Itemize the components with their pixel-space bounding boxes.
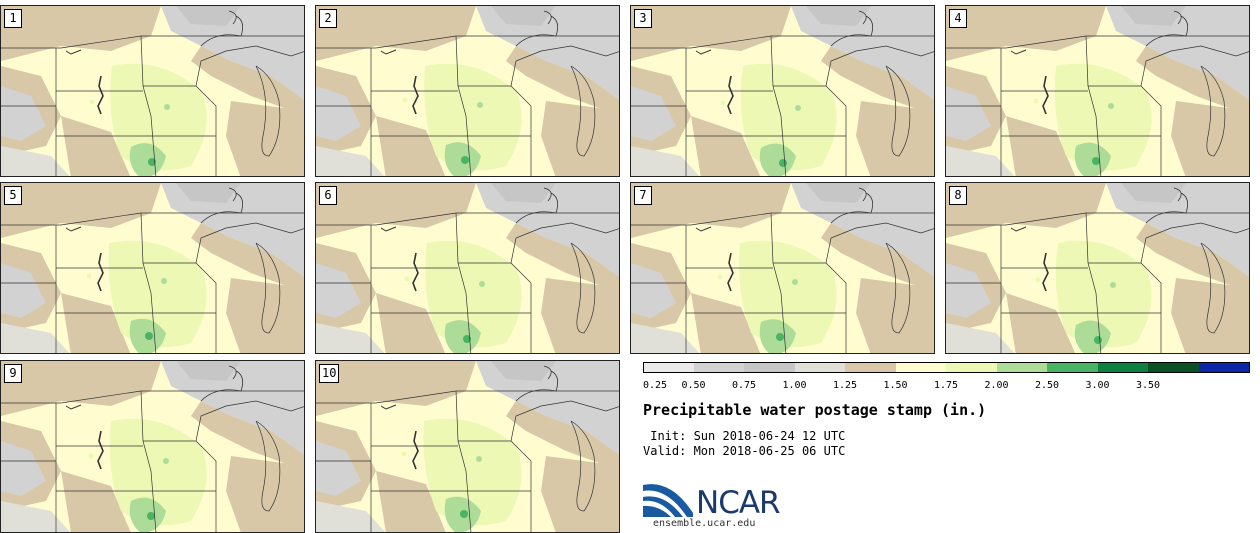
- colorbar-tick-label: 2.50: [1034, 380, 1060, 391]
- colorbar-segment: [895, 362, 947, 373]
- map-panel-4: 4: [945, 5, 1250, 177]
- panel-number: 2: [319, 9, 337, 28]
- panel-number: 4: [949, 9, 967, 28]
- map-panel-8: 8: [945, 182, 1250, 354]
- map-panel-3: 3: [630, 5, 935, 177]
- ncar-logo: [643, 477, 793, 517]
- panel-number: 5: [4, 186, 22, 205]
- panel-number: 9: [4, 364, 22, 383]
- panel-number: 7: [634, 186, 652, 205]
- colorbar-segment: [744, 362, 795, 373]
- panel-number: 10: [319, 364, 340, 383]
- logo-wordmark: NCAR: [696, 485, 781, 521]
- colorbar-tick-label: 3.00: [1085, 380, 1110, 391]
- panel-number: 6: [319, 186, 337, 205]
- map-panel-2: 2: [315, 5, 620, 177]
- colorbar-segment: [643, 362, 694, 373]
- map-panel-9: 9: [0, 360, 305, 533]
- colorbar-tick-label: 0.50: [681, 380, 706, 391]
- map-panel-5: 5: [0, 182, 305, 354]
- colorbar-tick-label: 3.50: [1135, 380, 1161, 391]
- colorbar-tick-label: 0.25: [643, 380, 668, 391]
- map-panel-6: 6: [315, 182, 620, 354]
- map-panel-7: 7: [630, 182, 935, 354]
- map-panel-1: 1: [0, 5, 305, 177]
- colorbar-segment: [946, 362, 997, 373]
- colorbar-segment: [1198, 362, 1250, 373]
- colorbar-tick-label: 2.00: [984, 380, 1009, 391]
- colorbar-segment: [1097, 362, 1149, 373]
- colorbar-segment: [693, 362, 745, 373]
- colorbar-segment: [996, 362, 1048, 373]
- logo-url: ensemble.ucar.edu: [653, 518, 756, 529]
- colorbar-segment: [845, 362, 896, 373]
- colorbar: [643, 362, 1250, 374]
- colorbar-segment: [1047, 362, 1098, 373]
- panel-number: 1: [4, 9, 22, 28]
- panel-number: 8: [949, 186, 967, 205]
- colorbar-tick-label: 1.00: [782, 380, 807, 391]
- colorbar-tick-label: 1.75: [933, 380, 959, 391]
- colorbar-tick-label: 1.25: [832, 380, 858, 391]
- init-time: Init: Sun 2018-06-24 12 UTC: [643, 429, 846, 443]
- colorbar-segment: [1148, 362, 1199, 373]
- chart-title: Precipitable water postage stamp (in.): [643, 401, 987, 419]
- colorbar-tick-label: 0.75: [731, 380, 757, 391]
- map-panel-10: 10: [315, 360, 620, 533]
- colorbar-segment: [794, 362, 846, 373]
- colorbar-tick-label: 1.50: [883, 380, 908, 391]
- valid-time: Valid: Mon 2018-06-25 06 UTC: [643, 444, 846, 458]
- panel-number: 3: [634, 9, 652, 28]
